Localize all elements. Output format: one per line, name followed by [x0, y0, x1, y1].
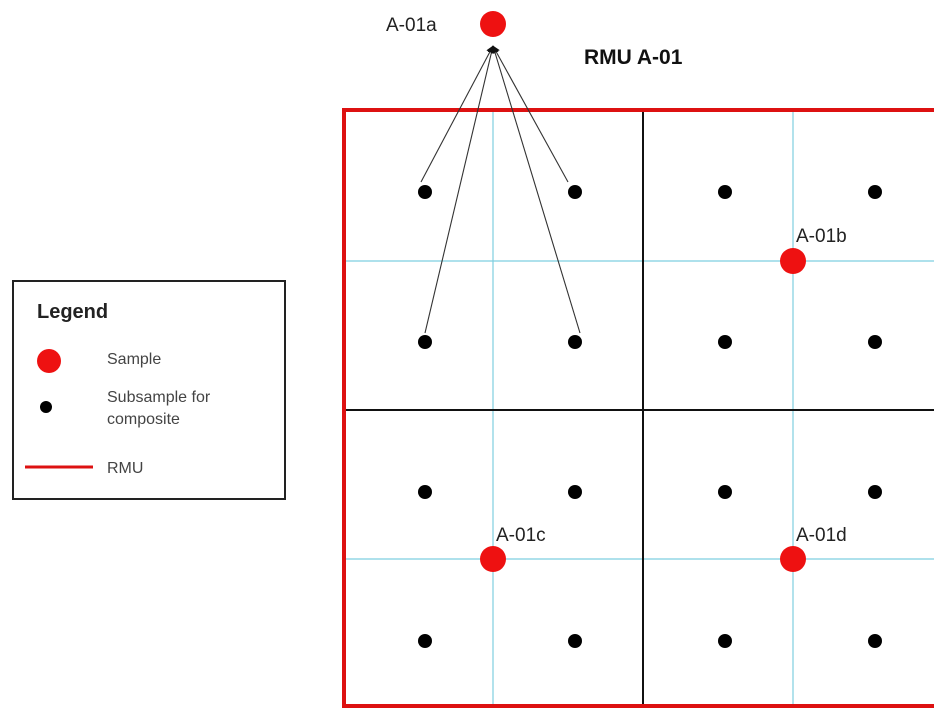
arrow-subsample-3 — [492, 45, 569, 183]
legend-subsample-label-line2: composite — [107, 411, 180, 428]
sample-d-label: A-01d — [796, 525, 847, 546]
sample-c-label: A-01c — [496, 525, 546, 546]
legend-sample-label: Sample — [107, 351, 161, 368]
subsample-dot — [718, 185, 732, 199]
diagram-title: RMU A-01 — [584, 46, 683, 69]
sample-b-dot — [780, 248, 806, 274]
subsample-dot — [868, 485, 882, 499]
subsample-dot — [868, 335, 882, 349]
rmu-boundary — [342, 108, 934, 708]
arrow-subsample-1 — [424, 45, 496, 334]
legend: Legend Sample Subsample for composite RM… — [12, 280, 286, 500]
arrow-subsample-4 — [491, 45, 581, 334]
legend-sample-swatch — [37, 349, 61, 373]
subsample-dot — [418, 634, 432, 648]
subsample-dot — [718, 485, 732, 499]
samples — [480, 11, 806, 572]
subsample-dot — [568, 335, 582, 349]
legend-rmu-label: RMU — [107, 460, 143, 477]
subsample-dot — [568, 185, 582, 199]
sample-b-label: A-01b — [796, 226, 847, 247]
subsamples — [418, 185, 882, 648]
subsample-dot — [568, 485, 582, 499]
sample-c-dot — [480, 546, 506, 572]
legend-box — [12, 280, 286, 500]
subsample-dot — [718, 335, 732, 349]
legend-subsample-label-line1: Subsample for — [107, 389, 211, 406]
arrow-subsample-2 — [420, 45, 494, 183]
subsample-dot — [568, 634, 582, 648]
subsample-dot — [418, 335, 432, 349]
sample-a-dot — [480, 11, 506, 37]
sample-a-label: A-01a — [386, 15, 437, 36]
subsample-dot — [418, 185, 432, 199]
legend-title: Legend — [37, 301, 108, 323]
subsample-dot — [868, 185, 882, 199]
sample-d-dot — [780, 546, 806, 572]
subsample-dot — [718, 634, 732, 648]
subsample-dot — [868, 634, 882, 648]
composite-arrows — [420, 45, 581, 334]
legend-subsample-swatch — [40, 401, 52, 413]
subsample-dot — [418, 485, 432, 499]
quadrant-dividers — [344, 110, 934, 708]
